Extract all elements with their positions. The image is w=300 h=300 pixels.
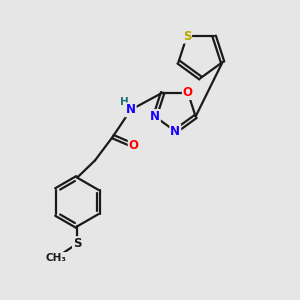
Text: S: S [183, 30, 191, 43]
Text: S: S [73, 237, 81, 250]
Text: O: O [183, 86, 193, 99]
Text: CH₃: CH₃ [45, 253, 66, 263]
Text: O: O [129, 139, 139, 152]
Text: H: H [120, 98, 128, 107]
Text: N: N [126, 103, 136, 116]
Text: N: N [150, 110, 160, 123]
Text: N: N [170, 125, 180, 138]
